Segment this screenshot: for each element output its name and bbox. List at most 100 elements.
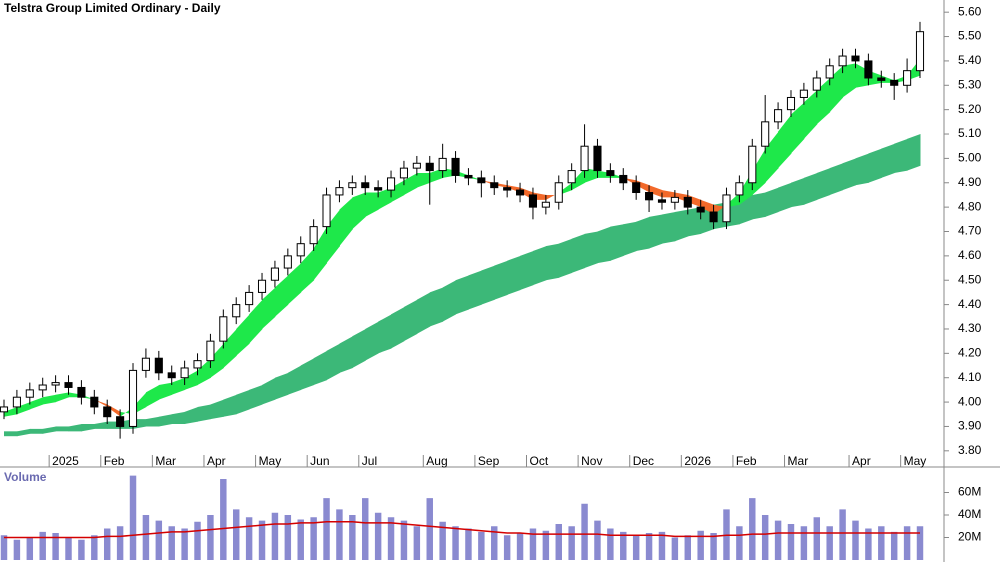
x-tick-label: Jun [310,454,329,468]
y-tick-label: 4.50 [958,272,982,286]
long-ribbon [210,399,224,420]
volume-bar [787,524,795,560]
short-ribbon [313,226,328,281]
volume-bar [26,537,34,560]
volume-bar [594,520,601,560]
volume-bar [503,535,511,560]
long-ribbon [636,216,650,251]
short-ribbon [171,377,186,395]
candle-body [361,182,370,189]
volume-bar [903,526,911,560]
candle-body [799,89,808,98]
candle-body [748,145,757,184]
candle-body [38,384,47,391]
volume-bar [890,531,898,560]
short-ribbon [365,192,379,217]
candle-body [683,196,692,208]
x-tick-label: Nov [581,454,602,468]
candle-body [128,369,138,427]
x-tick-label: Mar [155,454,176,468]
candle-body [12,396,21,408]
volume-bar [736,526,743,560]
long-ribbon [300,358,315,390]
y-tick-label: 60M [958,485,981,499]
y-tick-label: 4.40 [958,297,982,311]
short-ribbon [42,394,57,405]
y-tick-label: 5.30 [958,77,982,91]
long-ribbon [55,426,70,432]
volume-bar [297,519,304,560]
y-tick-label: 5.50 [958,29,982,43]
x-tick-label: Apr [207,454,226,468]
short-ribbon [274,275,289,317]
y-tick-label: 5.00 [958,151,982,165]
candle-body [567,170,576,184]
volume-bar [516,533,524,560]
long-ribbon [468,270,482,310]
short-ribbon [184,370,199,390]
y-tick-label: 5.40 [958,53,982,67]
candle-body [541,201,550,208]
short-ribbon [287,263,302,305]
volume-bar [65,537,72,560]
candle-body [193,360,202,369]
candle-body [296,243,305,257]
x-tick-label: May [259,454,282,468]
volume-bar [245,517,253,560]
candle-body [374,187,383,191]
candle-body [477,177,486,184]
long-ribbon [842,158,856,191]
short-ribbon [210,343,224,378]
candle-body [619,174,628,184]
candle-body [735,182,744,196]
long-ribbon [326,343,340,381]
volume-bar [387,517,395,560]
candle-body [64,382,73,388]
long-ribbon [4,431,18,437]
long-ribbon [687,207,702,237]
volume-bar [710,533,717,560]
long-ribbon [816,168,831,200]
candle-body [709,211,718,223]
chart-title: Telstra Group Limited Ordinary - Daily [4,1,221,15]
volume-bar [697,530,704,560]
short-ribbon [16,402,31,415]
long-ribbon [287,365,302,395]
short-ribbon [262,287,276,329]
short-ribbon [752,148,766,195]
short-ribbon [661,190,676,198]
volume-title: Volume [4,470,47,484]
volume-bar [671,537,679,560]
candle-body [903,70,912,86]
candle-body [77,386,86,398]
volume-bar [103,528,111,560]
candle-body [825,65,834,79]
long-ribbon [494,260,508,300]
candle-body [399,167,408,179]
y-tick-label: 4.30 [958,321,982,335]
short-ribbon [300,248,315,293]
long-ribbon [184,406,199,425]
candle-body [580,145,589,172]
volume-bar [220,479,227,560]
volume-bar [168,526,175,560]
candle-body [206,340,215,362]
short-ribbon [352,192,366,230]
candle-body [103,406,112,418]
y-tick-label: 4.10 [958,370,982,384]
candle-body [141,357,150,371]
short-ribbon [378,187,392,210]
volume-bar [465,528,472,560]
candle-body [51,382,60,386]
volume-bar [52,533,59,560]
long-ribbon [68,424,82,432]
volume-bar [323,498,330,560]
volume-bar [555,524,562,560]
long-ribbon [558,238,573,278]
x-tick-label: 2025 [52,454,79,468]
long-ribbon [571,233,586,273]
candle-body [696,206,705,213]
candle-body [851,55,860,62]
short-ribbon [765,131,779,183]
candle-body [915,31,925,72]
